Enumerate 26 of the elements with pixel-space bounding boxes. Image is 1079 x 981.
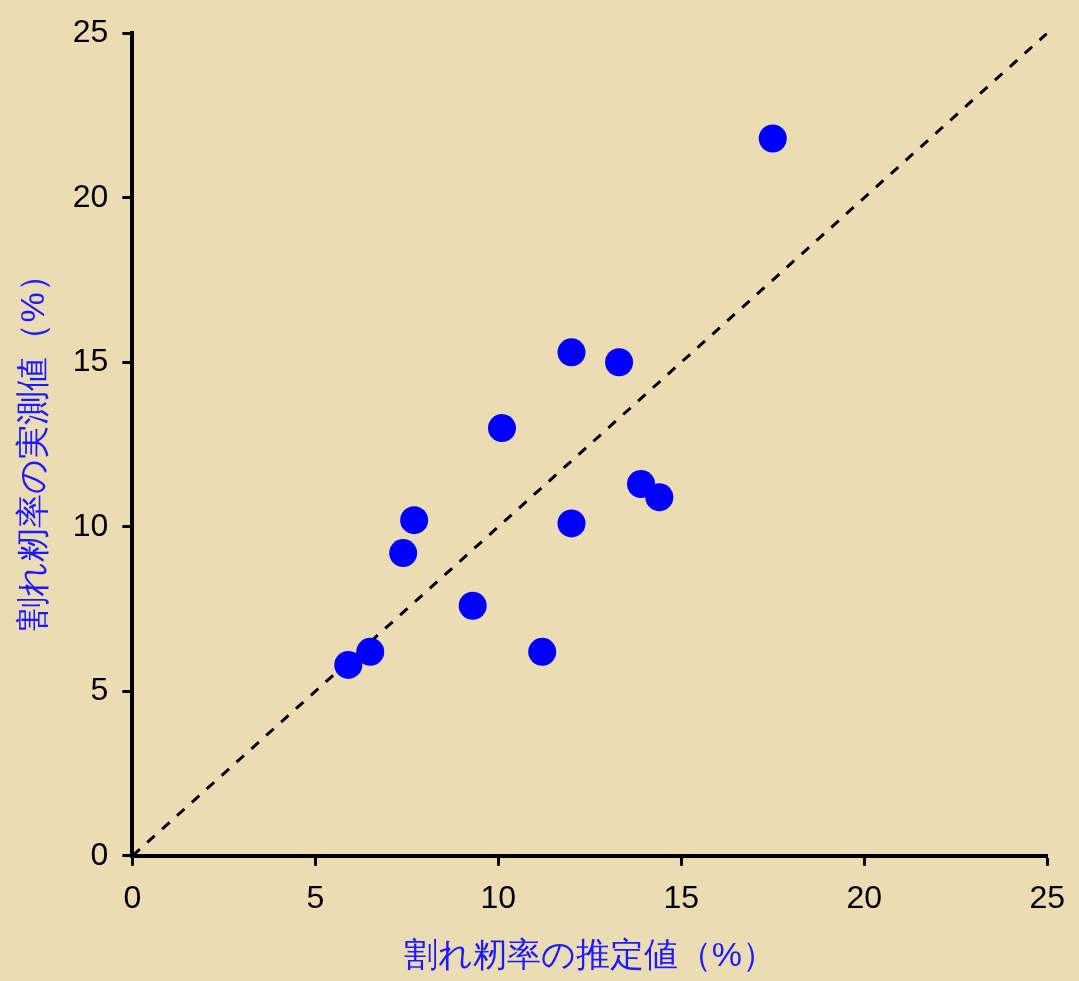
point: [557, 509, 586, 538]
y-tick-label: 20: [72, 177, 109, 214]
x-axis-title: 割れ籾率の推定値（%）: [403, 934, 776, 973]
y-tick-label: 15: [72, 342, 109, 379]
point: [605, 348, 634, 377]
y-tick-label: 0: [90, 835, 109, 872]
point: [487, 414, 516, 443]
y-tick-label: 25: [72, 13, 109, 50]
y-tick-label: 5: [90, 671, 109, 708]
point: [458, 591, 487, 620]
point: [334, 650, 363, 679]
point: [356, 637, 385, 666]
x-tick-label: 20: [846, 878, 883, 915]
point: [758, 124, 787, 153]
y-axis-title: 割れ籾率の実測値（%）: [12, 258, 51, 631]
point: [389, 539, 418, 568]
point: [557, 338, 586, 367]
x-tick-label: 15: [663, 878, 700, 915]
x-tick-label: 0: [123, 878, 142, 915]
point: [528, 637, 557, 666]
y-tick-label: 10: [72, 506, 109, 543]
x-tick-label: 5: [306, 878, 325, 915]
point: [645, 483, 674, 512]
x-tick-label: 25: [1029, 878, 1065, 915]
point: [400, 506, 429, 535]
x-tick-label: 10: [480, 878, 517, 915]
